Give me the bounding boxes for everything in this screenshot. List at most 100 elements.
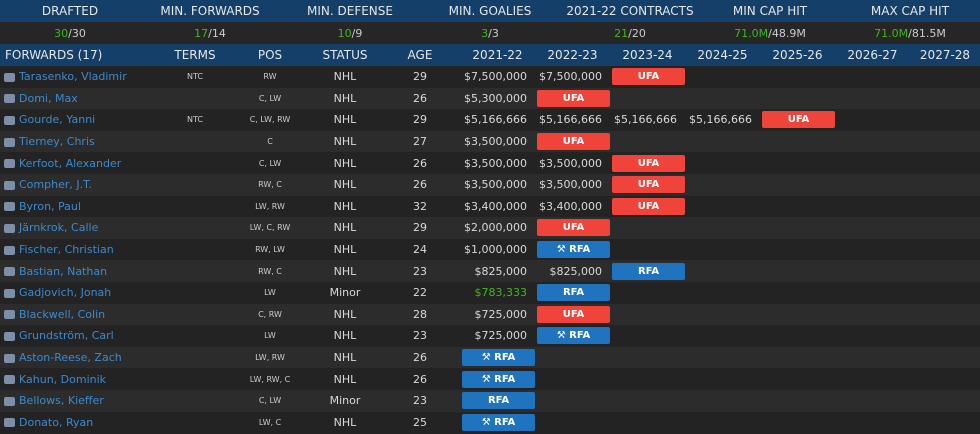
player-name-cell[interactable]: Gourde, Yanni (0, 109, 160, 131)
season-cell: ⚒ RFA (460, 368, 535, 390)
age-cell: 26 (380, 368, 460, 390)
player-name-cell[interactable]: Bastian, Nathan (0, 260, 160, 282)
position-cell: C, RW (230, 303, 310, 326)
column-header[interactable]: 2023-24 (610, 44, 685, 66)
player-name-cell[interactable]: Donato, Ryan (0, 411, 160, 434)
player-name-link[interactable]: Blackwell, Colin (19, 307, 106, 321)
terms-cell (160, 195, 230, 218)
column-header[interactable]: 2022-23 (535, 44, 610, 66)
ufa-badge: UFA (612, 154, 685, 172)
status-cell: NHL (310, 66, 380, 88)
column-header[interactable]: 2027-28 (910, 44, 980, 66)
position-cell: LW, RW, C (230, 368, 310, 390)
column-header[interactable]: 2026-27 (835, 44, 910, 66)
season-cell: UFA (610, 173, 685, 196)
status-cell: NHL (310, 368, 380, 390)
status-cell: NHL (310, 260, 380, 282)
cap-hit-cell (685, 260, 760, 282)
age-cell: 24 (380, 238, 460, 261)
cap-hit-cell (910, 66, 980, 88)
player-name-link[interactable]: Domi, Max (19, 91, 78, 105)
player-name-link[interactable]: Grundström, Carl (19, 329, 114, 343)
age-cell: 32 (380, 195, 460, 218)
stat-value: 21/20 (560, 27, 700, 40)
player-name-link[interactable]: Aston-Reese, Zach (19, 351, 122, 365)
cap-hit-cell (685, 66, 760, 88)
player-name-cell[interactable]: Järnkrok, Calle (0, 217, 160, 239)
column-header[interactable]: 2025-26 (760, 44, 835, 66)
column-header[interactable]: FORWARDS (17) (0, 44, 160, 66)
player-name-cell[interactable]: Fischer, Christian (0, 238, 160, 261)
status-cell: NHL (310, 411, 380, 434)
ufa-badge: UFA (537, 305, 610, 323)
cap-hit-cell (910, 217, 980, 239)
cap-hit-cell: $825,000 (460, 260, 535, 282)
player-name-link[interactable]: Bastian, Nathan (19, 264, 108, 278)
team-logo-icon (4, 375, 15, 385)
player-name-cell[interactable]: Kerfoot, Alexander (0, 152, 160, 174)
status-cell: NHL (310, 87, 380, 110)
cap-hit-cell (910, 87, 980, 110)
player-name-link[interactable]: Tarasenko, Vladimir (19, 70, 127, 84)
cap-hit-cell (835, 325, 910, 347)
cap-hit-cell: $7,500,000 (535, 66, 610, 88)
player-name-link[interactable]: Fischer, Christian (19, 243, 114, 257)
age-cell: 23 (380, 260, 460, 282)
player-name-cell[interactable]: Tarasenko, Vladimir (0, 66, 160, 88)
player-name-link[interactable]: Gourde, Yanni (19, 113, 96, 127)
cap-hit-cell (760, 368, 835, 390)
column-header[interactable]: STATUS (310, 44, 380, 66)
player-name-link[interactable]: Compher, J.T. (19, 178, 93, 192)
column-header[interactable]: POS (230, 44, 310, 66)
stat-value: 3/3 (420, 27, 560, 40)
player-name-link[interactable]: Kahun, Dominik (19, 372, 107, 386)
column-header[interactable]: TERMS (160, 44, 230, 66)
player-name-link[interactable]: Donato, Ryan (19, 415, 94, 429)
player-name-cell[interactable]: Byron, Paul (0, 195, 160, 218)
player-name-cell[interactable]: Aston-Reese, Zach (0, 346, 160, 369)
cap-hit-cell (685, 281, 760, 304)
terms-cell (160, 346, 230, 369)
cap-hit-cell: $3,500,000 (460, 173, 535, 196)
position-cell: C, LW (230, 87, 310, 110)
cap-hit-cell (610, 130, 685, 153)
cap-hit-cell (610, 411, 685, 434)
status-cell: Minor (310, 281, 380, 304)
stat-required: /9 (351, 26, 363, 40)
player-name-link[interactable]: Järnkrok, Calle (19, 221, 99, 235)
position-cell: LW, RW (230, 195, 310, 218)
column-header[interactable]: AGE (380, 44, 460, 66)
player-name-cell[interactable]: Gadjovich, Jonah (0, 281, 160, 304)
cap-hit-cell (610, 389, 685, 412)
table-row: Kerfoot, Alexander C, LW NHL 26 $3,500,00… (0, 152, 980, 174)
status-cell: NHL (310, 130, 380, 153)
stat-label: DRAFTED (41, 4, 99, 18)
season-cell: RFA (460, 389, 535, 412)
cap-hit-cell (760, 303, 835, 326)
player-name-link[interactable]: Kerfoot, Alexander (19, 156, 122, 170)
column-header[interactable]: 2024-25 (685, 44, 760, 66)
cap-hit-cell (835, 195, 910, 218)
cap-hit-cell (910, 281, 980, 304)
player-name-link[interactable]: Gadjovich, Jonah (19, 286, 112, 300)
player-name-link[interactable]: Byron, Paul (19, 199, 81, 213)
team-logo-icon (4, 245, 15, 255)
player-name-cell[interactable]: Compher, J.T. (0, 173, 160, 196)
cap-hit-cell (835, 281, 910, 304)
player-name-link[interactable]: Bellows, Kieffer (19, 394, 104, 408)
ufa-badge: UFA (612, 68, 685, 86)
stat-value: 10/9 (280, 27, 420, 40)
cap-hit-cell (835, 411, 910, 434)
player-name-cell[interactable]: Tierney, Chris (0, 130, 160, 153)
player-name-link[interactable]: Tierney, Chris (19, 135, 95, 149)
player-name-cell[interactable]: Blackwell, Colin (0, 303, 160, 326)
player-name-cell[interactable]: Grundström, Carl (0, 325, 160, 347)
player-name-cell[interactable]: Domi, Max (0, 87, 160, 110)
team-logo-icon (4, 267, 15, 277)
cap-hit-cell (685, 411, 760, 434)
column-header[interactable]: 2021-22 (460, 44, 535, 66)
table-row: Blackwell, Colin C, RW NHL 28 $725,000 UFA (0, 303, 980, 326)
season-cell: ⚒ RFA (460, 346, 535, 369)
player-name-cell[interactable]: Kahun, Dominik (0, 368, 160, 390)
player-name-cell[interactable]: Bellows, Kieffer (0, 389, 160, 412)
